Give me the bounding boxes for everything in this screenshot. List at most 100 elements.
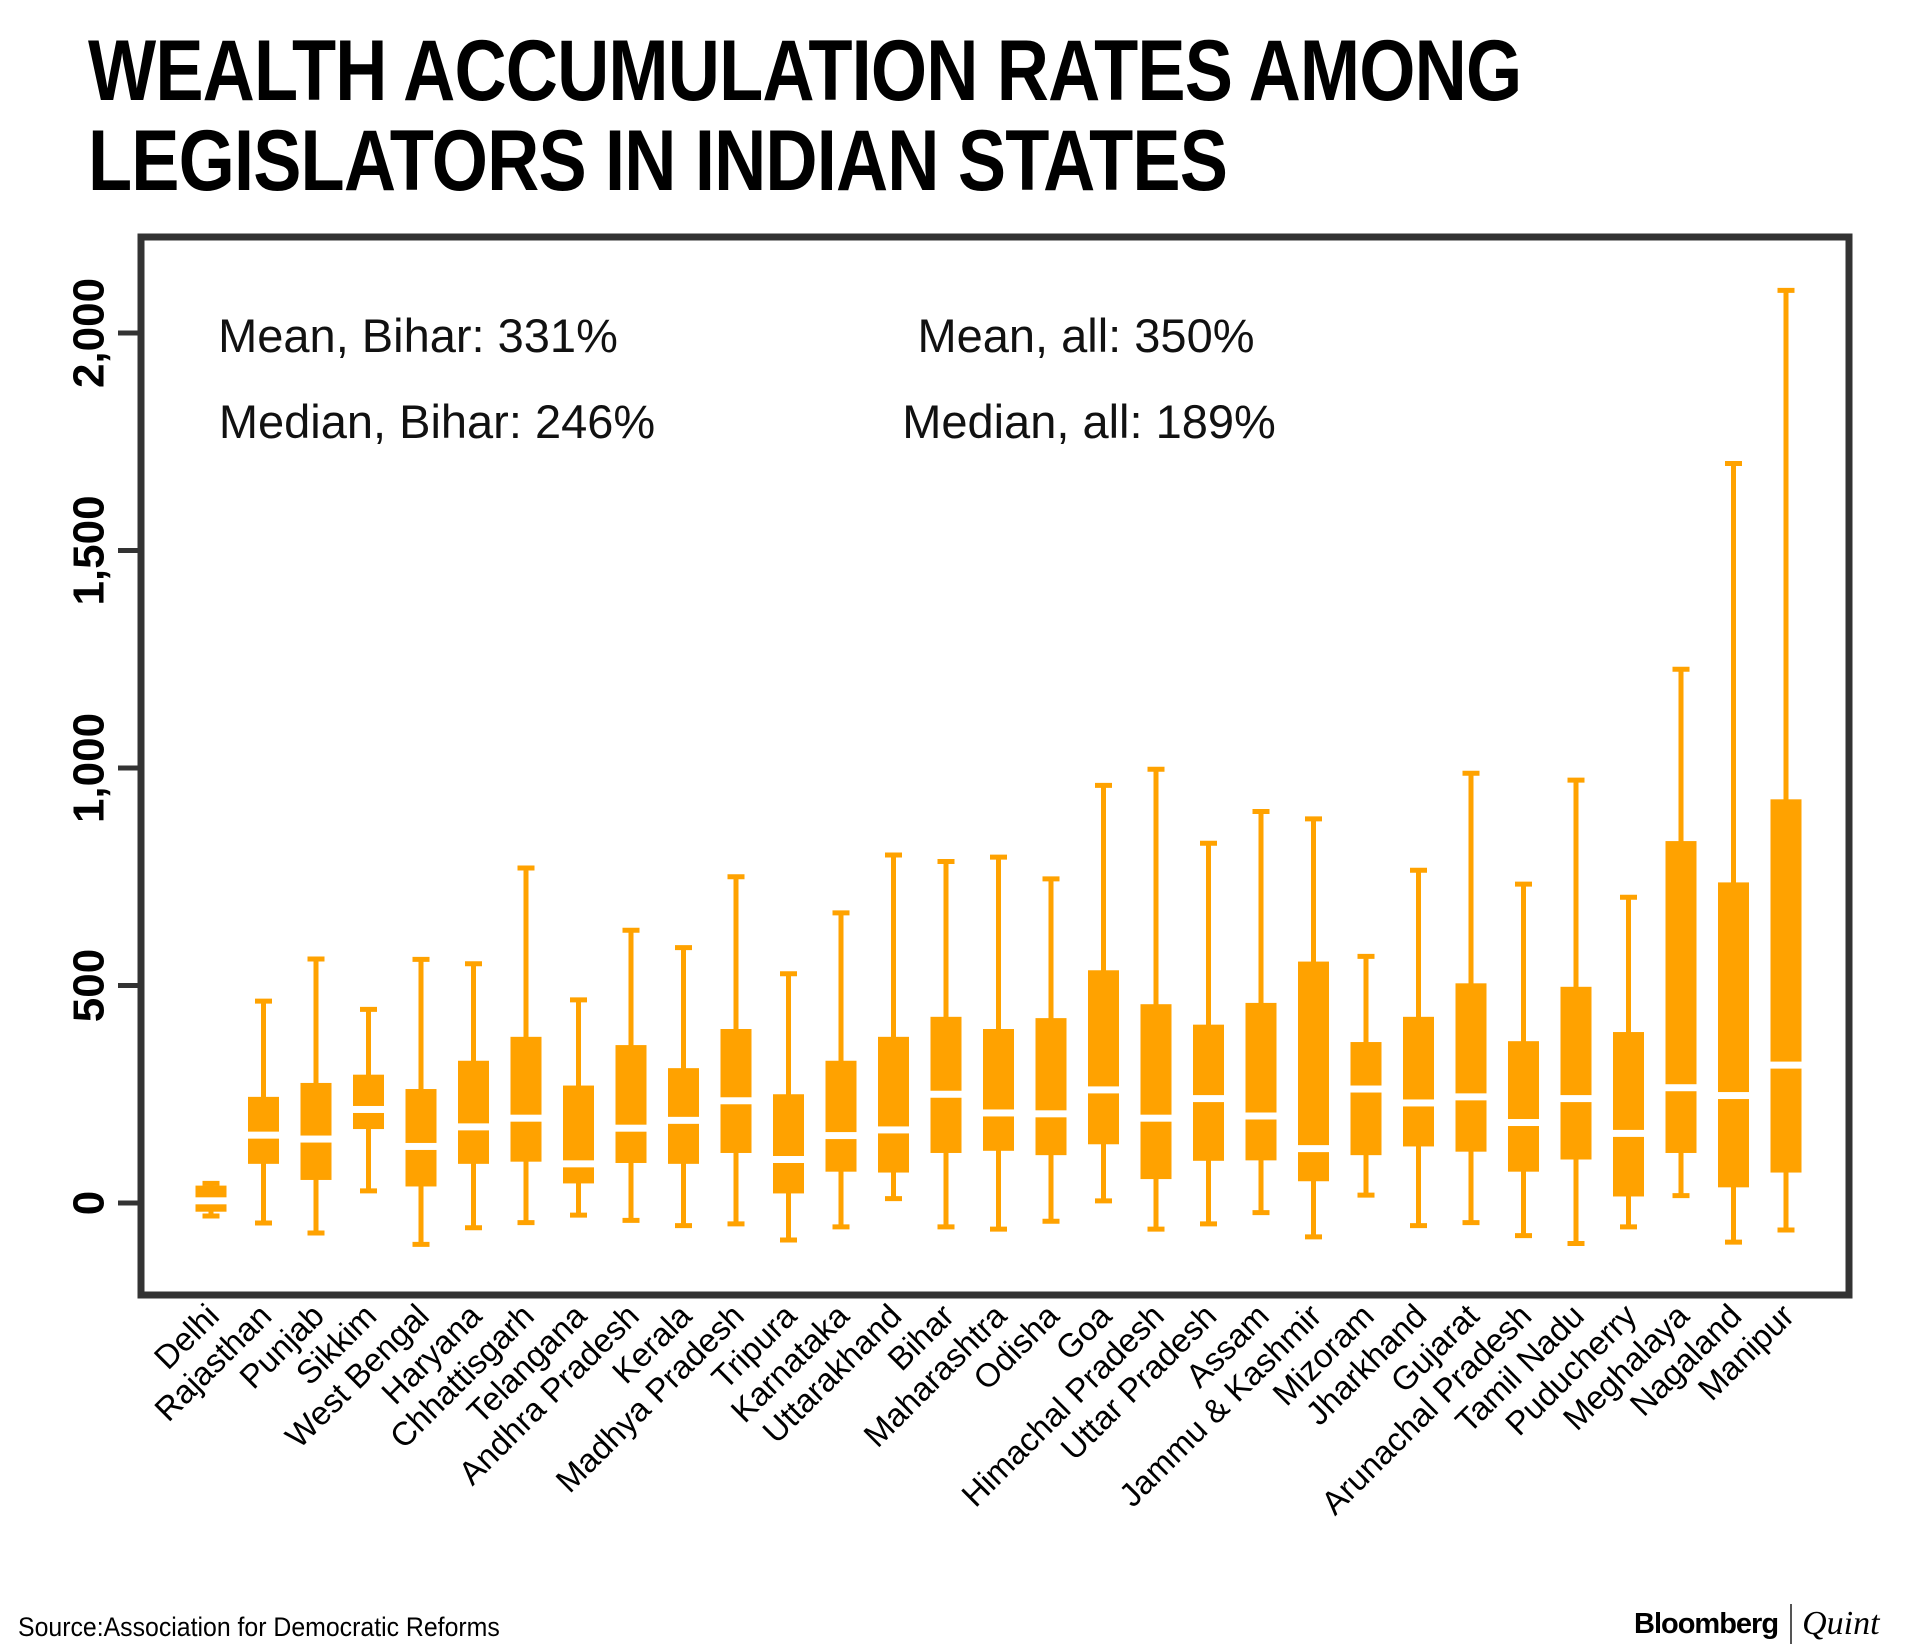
median-line bbox=[1507, 1119, 1540, 1127]
box-nagaland bbox=[1717, 461, 1750, 1245]
box-sikkim bbox=[352, 1006, 385, 1194]
box-odisha bbox=[1034, 876, 1068, 1224]
iqr-box bbox=[1718, 882, 1749, 1188]
brand-logo: Bloomberg Quint bbox=[1634, 1604, 1880, 1644]
iqr-box bbox=[1770, 799, 1802, 1173]
iqr-box bbox=[720, 1029, 752, 1153]
median-line bbox=[1297, 1145, 1330, 1153]
y-tick-label: 1,000 bbox=[65, 713, 114, 823]
box-mizoram bbox=[1349, 953, 1383, 1198]
median-line bbox=[1244, 1112, 1278, 1120]
box-haryana bbox=[457, 961, 490, 1231]
annotation-median-all: Median, all: 189% bbox=[902, 395, 1276, 448]
median-line bbox=[562, 1160, 595, 1168]
box-rajasthan bbox=[247, 998, 280, 1226]
median-line bbox=[719, 1097, 753, 1105]
iqr-box bbox=[1298, 961, 1329, 1182]
median-line bbox=[1402, 1099, 1435, 1107]
median-line bbox=[299, 1135, 333, 1143]
iqr-box bbox=[1665, 841, 1697, 1153]
median-line bbox=[1192, 1095, 1225, 1103]
box-maharashtra bbox=[982, 854, 1015, 1232]
iqr-box bbox=[1035, 1018, 1067, 1156]
brand-bloomberg: Bloomberg bbox=[1634, 1607, 1779, 1640]
plot-frame bbox=[137, 233, 1853, 1299]
box-puducherry bbox=[1612, 894, 1645, 1230]
iqr-box bbox=[458, 1060, 489, 1164]
iqr-box bbox=[825, 1060, 857, 1172]
iqr-box bbox=[1455, 983, 1487, 1152]
median-line bbox=[1349, 1085, 1383, 1093]
iqr-box bbox=[300, 1082, 332, 1180]
box-tamil-nadu bbox=[1559, 777, 1593, 1246]
iqr-box bbox=[1140, 1004, 1172, 1180]
box-delhi bbox=[194, 1180, 228, 1219]
iqr-box bbox=[1560, 986, 1592, 1160]
median-line bbox=[1087, 1086, 1120, 1094]
box-jammu-kashmir bbox=[1297, 816, 1330, 1240]
iqr-box bbox=[1088, 970, 1119, 1145]
median-line bbox=[1034, 1110, 1068, 1118]
median-line bbox=[1717, 1092, 1750, 1100]
box-andhra-pradesh bbox=[614, 927, 648, 1223]
y-tick-label: 2,000 bbox=[65, 278, 114, 388]
median-line bbox=[352, 1105, 385, 1113]
median-line bbox=[824, 1132, 858, 1140]
chart-title-line-1: WEALTH ACCUMULATION RATES AMONG bbox=[88, 23, 1522, 119]
median-line bbox=[667, 1116, 700, 1124]
median-line bbox=[772, 1156, 805, 1163]
median-line bbox=[1664, 1084, 1698, 1092]
iqr-box bbox=[930, 1016, 962, 1153]
median-line bbox=[247, 1131, 280, 1139]
iqr-box bbox=[405, 1089, 437, 1187]
box-assam bbox=[1244, 809, 1278, 1216]
box-plot-series bbox=[194, 287, 1803, 1247]
chart-title: WEALTH ACCUMULATION RATES AMONG LEGISLAT… bbox=[88, 23, 1522, 209]
box-meghalaya bbox=[1664, 666, 1698, 1199]
box-madhya-pradesh bbox=[719, 874, 753, 1227]
iqr-box bbox=[353, 1074, 384, 1130]
box-uttar-pradesh bbox=[1192, 840, 1225, 1227]
median-line bbox=[877, 1126, 910, 1134]
iqr-box bbox=[983, 1029, 1014, 1151]
iqr-box bbox=[1508, 1041, 1539, 1172]
box-jharkhand bbox=[1402, 867, 1435, 1229]
annotation-mean-all: Mean, all: 350% bbox=[917, 309, 1254, 362]
box-gujarat bbox=[1454, 770, 1488, 1226]
median-line bbox=[509, 1114, 543, 1122]
box-uttarakhand bbox=[877, 852, 910, 1202]
iqr-box bbox=[1613, 1032, 1644, 1197]
iqr-box bbox=[1245, 1002, 1277, 1161]
iqr-box bbox=[1193, 1024, 1224, 1161]
iqr-box bbox=[615, 1045, 647, 1163]
iqr-box bbox=[668, 1068, 699, 1164]
median-line bbox=[1454, 1093, 1488, 1101]
iqr-box bbox=[773, 1094, 804, 1194]
median-line bbox=[1559, 1095, 1593, 1103]
median-line bbox=[1139, 1114, 1173, 1122]
y-tick-label: 1,500 bbox=[65, 495, 114, 605]
iqr-box bbox=[878, 1036, 909, 1173]
annotation-median-bihar: Median, Bihar: 246% bbox=[219, 395, 655, 448]
box-west-bengal bbox=[404, 956, 438, 1247]
box-bihar bbox=[929, 859, 963, 1230]
iqr-box bbox=[248, 1096, 279, 1164]
brand-quint: Quint bbox=[1802, 1605, 1880, 1642]
iqr-box bbox=[563, 1085, 594, 1184]
y-axis: 0 500 1,000 1,500 2,000 bbox=[65, 278, 141, 1215]
annotation-mean-bihar: Mean, Bihar: 331% bbox=[218, 309, 618, 362]
box-karnataka bbox=[824, 910, 858, 1230]
brand-separator bbox=[1790, 1604, 1793, 1644]
box-kerala bbox=[667, 945, 700, 1229]
box-tripura bbox=[772, 971, 805, 1243]
iqr-box bbox=[510, 1036, 542, 1162]
median-line bbox=[1769, 1061, 1803, 1069]
median-line bbox=[404, 1142, 438, 1150]
median-line bbox=[457, 1123, 490, 1131]
median-line bbox=[1612, 1129, 1645, 1137]
chart-title-line-2: LEGISLATORS IN INDIAN STATES bbox=[88, 113, 1228, 209]
median-line bbox=[614, 1124, 648, 1132]
box-manipur bbox=[1769, 287, 1803, 1233]
iqr-box bbox=[1350, 1042, 1382, 1156]
